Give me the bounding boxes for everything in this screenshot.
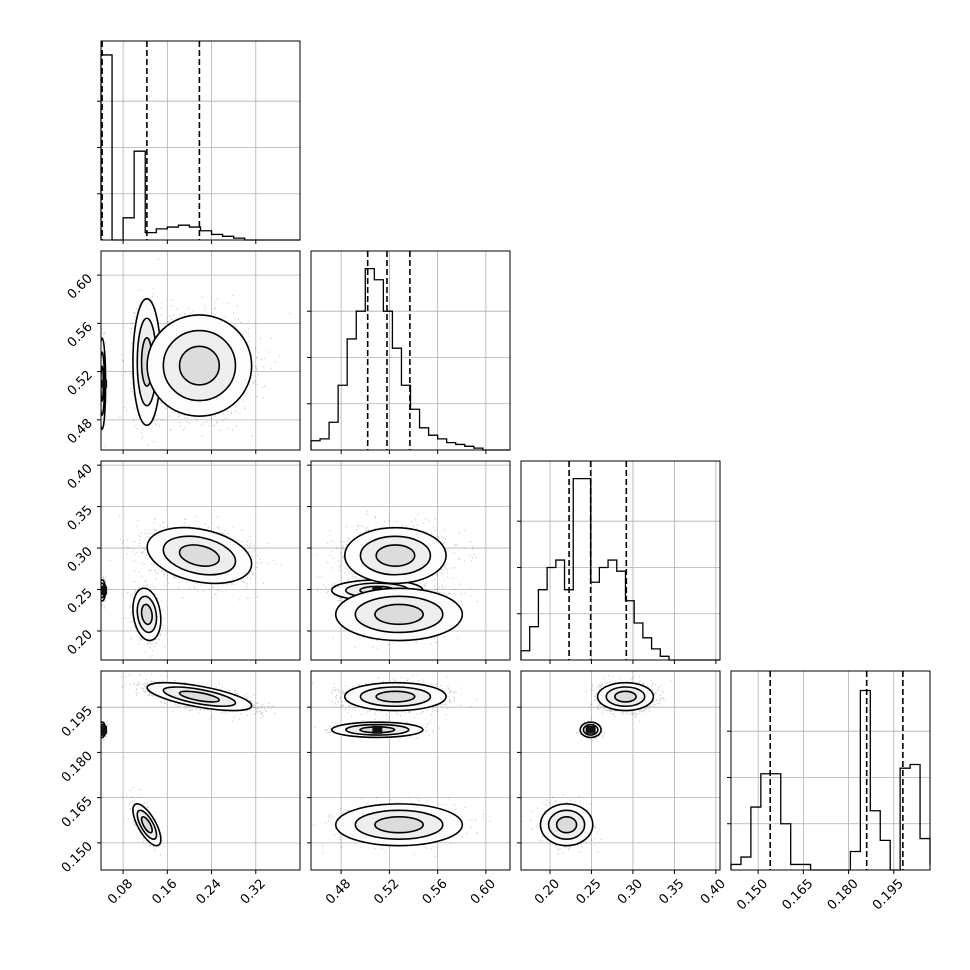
contour-1-2 xyxy=(374,816,424,834)
x-tick-label: 0.35 xyxy=(656,876,687,907)
histogram-1 xyxy=(310,267,510,451)
contour-1-2 xyxy=(140,816,153,834)
panel-frame xyxy=(100,250,301,451)
scatter-panel-2-0 xyxy=(97,460,301,664)
density-peak xyxy=(101,586,108,595)
x-tick-label: 0.150 xyxy=(734,876,771,913)
scatter-panel-3-2 xyxy=(517,670,721,874)
y-tick-label: 0.165 xyxy=(59,794,96,831)
contour-2-2 xyxy=(178,544,221,567)
x-tick-label: 0.195 xyxy=(870,876,907,913)
hist-panel-1 xyxy=(307,250,511,451)
x-tick-label: 0.16 xyxy=(149,876,180,907)
x-tick-label: 0.32 xyxy=(238,876,269,907)
y-tick-label: 0.56 xyxy=(65,320,96,351)
panel-content xyxy=(522,675,672,855)
panel-frame xyxy=(310,250,511,451)
contour-2-2 xyxy=(178,345,221,386)
x-tick-label: 0.24 xyxy=(194,876,225,907)
histogram-3 xyxy=(730,689,931,871)
panel-frame xyxy=(100,460,301,661)
contour-1-2 xyxy=(555,816,578,834)
hist-panel-2 xyxy=(517,460,721,661)
scatter-panel-1-0 xyxy=(97,250,301,454)
y-tick-label: 0.25 xyxy=(65,586,96,617)
y-tick-label: 0.52 xyxy=(65,368,96,399)
panel-frame xyxy=(310,460,511,661)
panel-content xyxy=(312,675,491,857)
y-tick-label: 0.195 xyxy=(59,703,96,740)
panel-frame xyxy=(520,670,721,871)
density-peak xyxy=(372,725,383,734)
panel-frame xyxy=(100,40,301,241)
y-tick-label: 0.20 xyxy=(65,627,96,658)
contour-1-2 xyxy=(140,603,153,626)
y-tick-label: 0.150 xyxy=(59,839,96,876)
panel-content xyxy=(101,258,291,448)
x-tick-label: 0.40 xyxy=(698,876,729,907)
x-tick-label: 0.52 xyxy=(371,876,402,907)
panel-frame xyxy=(730,670,931,871)
contour-1-2 xyxy=(374,603,424,626)
hist-panel-3 xyxy=(727,670,931,871)
x-tick-label: 0.30 xyxy=(615,876,646,907)
y-tick-label: 0.60 xyxy=(65,271,96,302)
x-tick-label: 0.165 xyxy=(779,876,816,913)
y-tick-label: 0.180 xyxy=(59,749,96,786)
x-tick-label: 0.25 xyxy=(573,876,604,907)
scatter-panel-3-1 xyxy=(307,670,511,874)
density-peak xyxy=(101,379,108,388)
y-tick-label: 0.30 xyxy=(65,544,96,575)
x-tick-label: 0.60 xyxy=(468,876,499,907)
x-tick-label: 0.180 xyxy=(825,876,862,913)
panel-content xyxy=(101,515,282,660)
scatter-points xyxy=(312,675,491,857)
density-peak xyxy=(585,725,596,734)
x-tick-label: 0.20 xyxy=(532,876,563,907)
x-tick-label: 0.08 xyxy=(105,876,136,907)
panel-content xyxy=(311,511,479,650)
scatter-panel-2-1 xyxy=(307,460,511,664)
contour-2-2 xyxy=(178,690,221,703)
panel-frame xyxy=(310,670,511,871)
panel-frame xyxy=(520,460,721,661)
histogram-0 xyxy=(100,54,300,241)
scatter-panel-3-0 xyxy=(97,670,301,874)
y-tick-label: 0.48 xyxy=(65,416,96,447)
density-peak xyxy=(101,725,108,734)
panel-content xyxy=(101,673,276,856)
panel-frame xyxy=(100,670,301,871)
x-tick-label: 0.56 xyxy=(420,876,451,907)
y-tick-label: 0.40 xyxy=(65,461,96,492)
contour-2-2 xyxy=(375,544,416,567)
contour-2-2 xyxy=(614,690,637,703)
scatter-points xyxy=(522,675,672,855)
x-tick-label: 0.48 xyxy=(323,876,354,907)
hist-panel-0 xyxy=(97,40,301,241)
contour-2-2 xyxy=(375,690,416,703)
histogram-2 xyxy=(520,477,720,661)
y-tick-label: 0.35 xyxy=(65,503,96,534)
